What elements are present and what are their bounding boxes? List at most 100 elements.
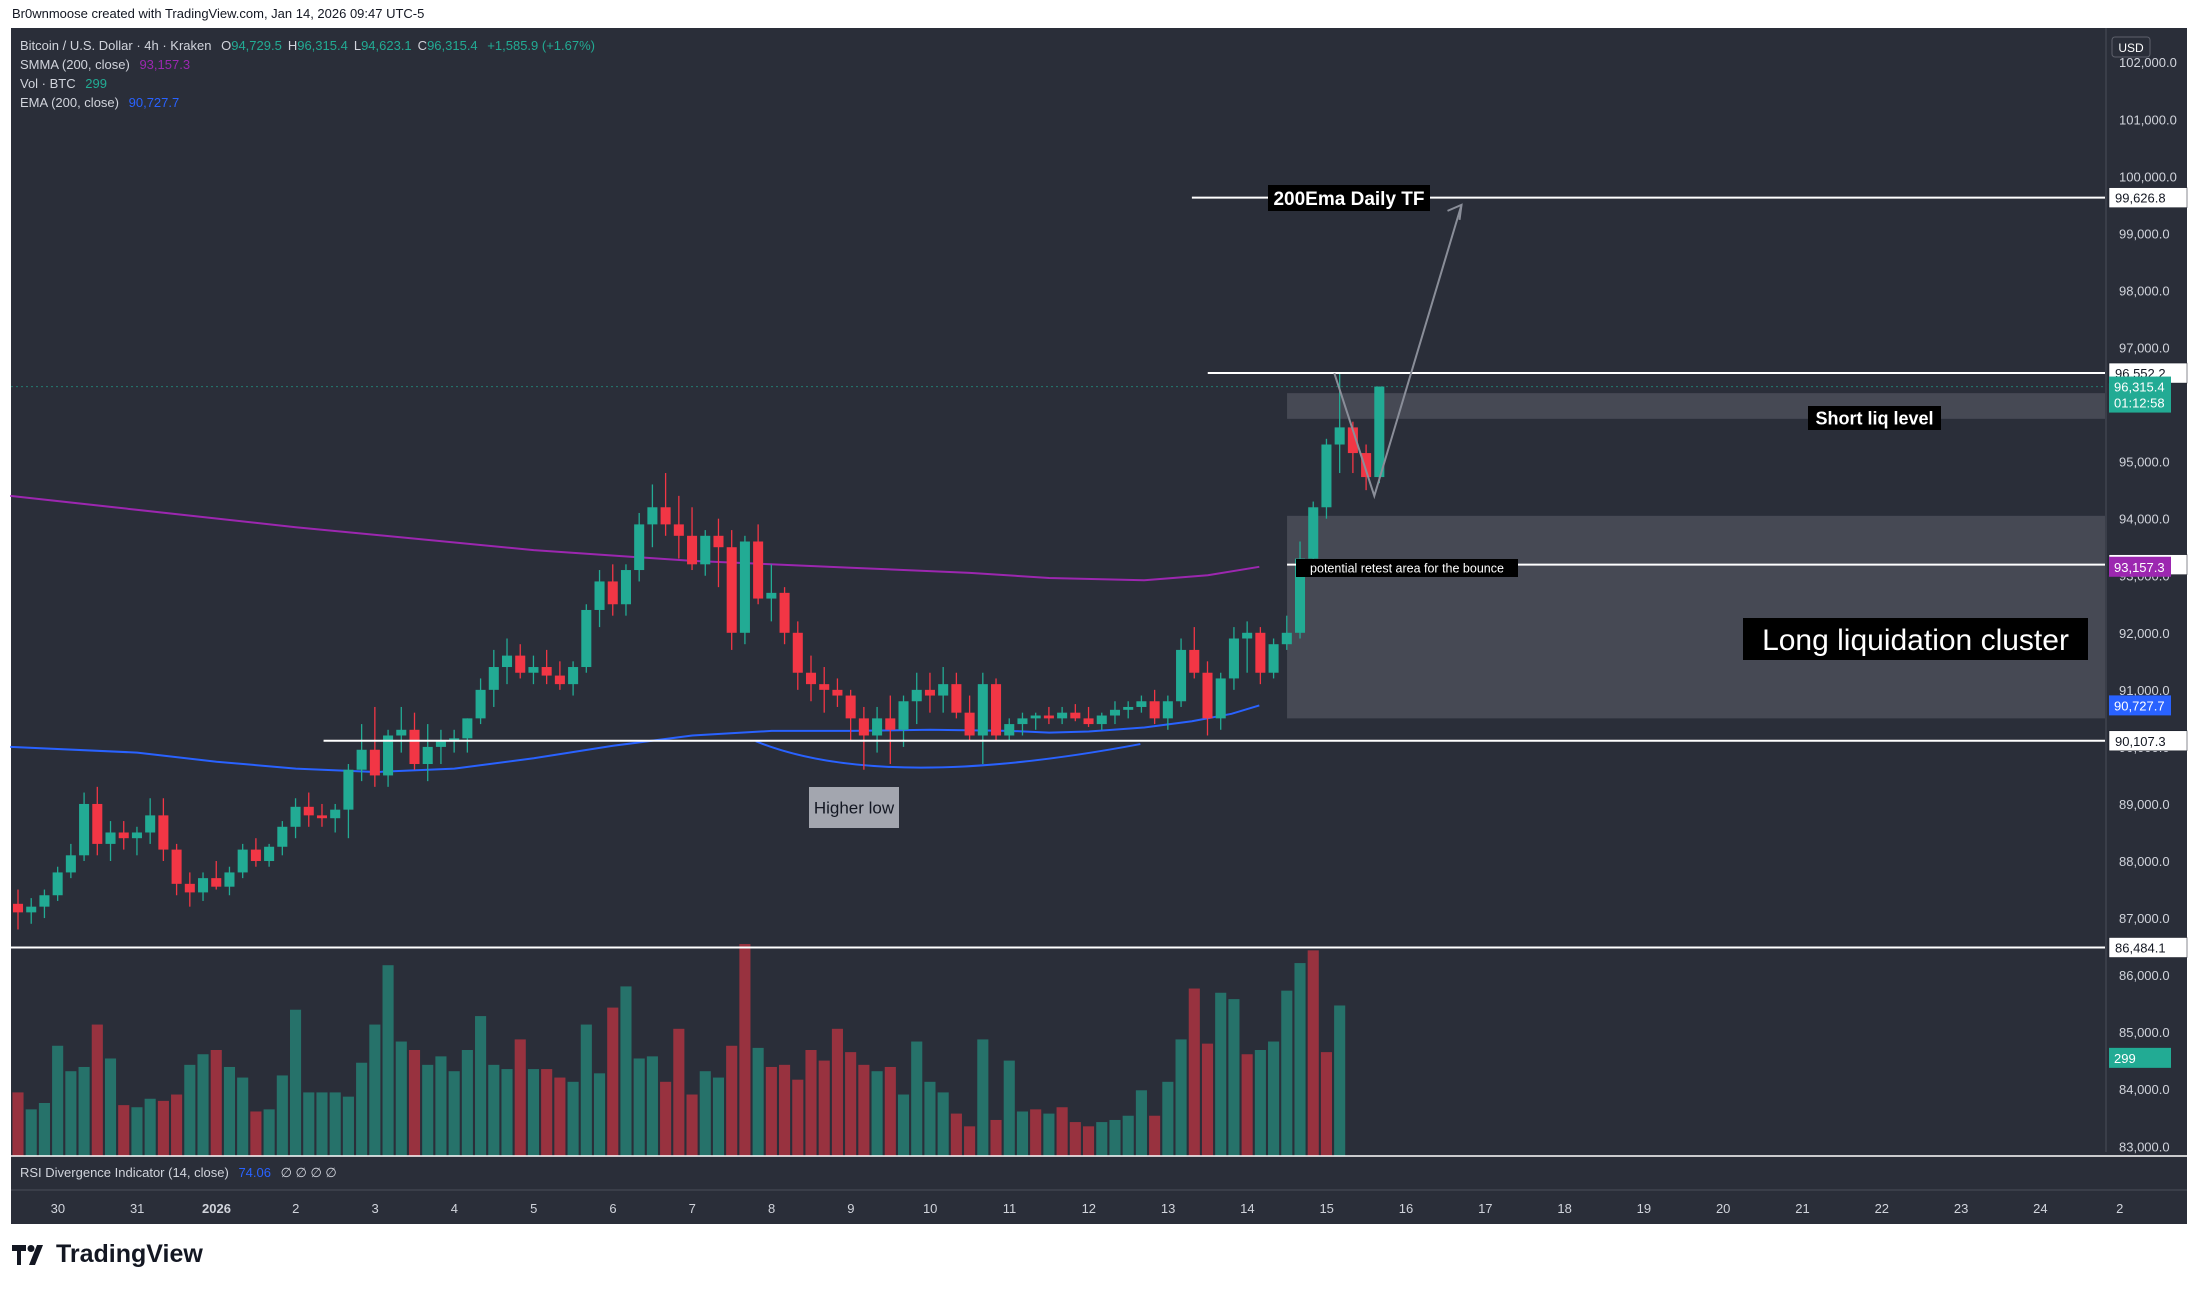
- candle-body: [422, 746, 433, 765]
- price-axis-bg: [2107, 28, 2187, 1224]
- candle-body: [26, 906, 37, 913]
- price-tick-label: 86,000.0: [2119, 968, 2170, 983]
- annotation-retest-box: [1296, 559, 1518, 577]
- candle-body: [1268, 644, 1279, 673]
- candle-body: [277, 826, 288, 847]
- volume-bar: [263, 1109, 275, 1156]
- price-tick-label: 88,000.0: [2119, 854, 2170, 869]
- liquidity-zone: [1287, 393, 2105, 419]
- volume-bar: [620, 986, 632, 1156]
- annotation-long-liquidation-box: [1743, 618, 2088, 660]
- candle-body: [290, 806, 301, 827]
- price-tick-label: 97,000.0: [2119, 341, 2170, 356]
- legend-volume-row[interactable]: Vol · BTC 299: [20, 76, 107, 91]
- tradingview-logo-text: TradingView: [56, 1240, 203, 1268]
- candle-body: [316, 815, 328, 819]
- volume-bar: [964, 1126, 976, 1156]
- volume-bar: [937, 1092, 949, 1156]
- volume-bar: [924, 1081, 936, 1156]
- candle-body: [1374, 386, 1385, 478]
- candle-body: [12, 903, 24, 913]
- volume-bar: [1228, 999, 1240, 1156]
- volume-bar: [673, 1028, 685, 1156]
- time-tick-label: 6: [609, 1201, 616, 1216]
- currency-box: [2111, 36, 2151, 58]
- volume-bar: [210, 1050, 222, 1156]
- volume-bar: [1149, 1115, 1161, 1156]
- time-tick-label: 2: [292, 1201, 299, 1216]
- price-tick-label: 87,000.0: [2119, 911, 2170, 926]
- legend-symbol-row: Bitcoin / U.S. Dollar · 4h · Kraken O94,…: [20, 38, 595, 53]
- price-tick-label: 84,000.0: [2119, 1082, 2170, 1097]
- level-price-badge: [2108, 730, 2188, 752]
- volume-bar: [223, 1066, 236, 1156]
- candle-body: [594, 581, 605, 610]
- volume-bar: [1056, 1107, 1068, 1156]
- candle-body: [1109, 709, 1121, 716]
- candle-body: [92, 803, 103, 844]
- candle-body: [1096, 715, 1107, 725]
- price-tick-label: 99,000.0: [2119, 226, 2170, 241]
- volume-bar: [977, 1039, 989, 1156]
- time-tick-label: 12: [1082, 1201, 1096, 1216]
- legend-smma-row[interactable]: SMMA (200, close) 93,157.3: [20, 57, 190, 72]
- price-tick-label: 83,000.0: [2119, 1139, 2170, 1154]
- price-tick-label: 89,000.0: [2119, 797, 2170, 812]
- volume-bar: [1069, 1122, 1081, 1156]
- time-tick-label: 14: [1240, 1201, 1254, 1216]
- volume-bar: [541, 1069, 553, 1156]
- volume-bar: [289, 1009, 302, 1156]
- volume-bar: [805, 1050, 817, 1156]
- legend-symbol[interactable]: Bitcoin / U.S. Dollar · 4h · Kraken: [20, 38, 212, 53]
- volume-bar: [858, 1064, 870, 1156]
- volume-bar: [567, 1081, 579, 1156]
- volume-bar: [422, 1064, 434, 1156]
- price-tick-label: 98,000.0: [2119, 283, 2170, 298]
- volume-bar: [12, 1092, 24, 1156]
- price-badge-label: 96,315.4: [2114, 380, 2165, 395]
- annotation-long-liquidation: Long liquidation cluster: [1762, 624, 2069, 657]
- volume-bar: [1188, 988, 1200, 1156]
- volume-bar: [1175, 1039, 1187, 1156]
- volume-bar: [1122, 1115, 1134, 1156]
- volume-bar: [871, 1071, 883, 1156]
- currency-label: USD: [2118, 41, 2144, 55]
- volume-bar: [408, 1050, 421, 1156]
- time-tick-label: 30: [51, 1201, 65, 1216]
- candle-body: [1189, 649, 1200, 673]
- time-tick-label: 8: [768, 1201, 775, 1216]
- volume-bar: [369, 1024, 381, 1156]
- time-tick-label: 21: [1795, 1201, 1809, 1216]
- volume-bar: [25, 1109, 37, 1156]
- time-tick-label: 10: [923, 1201, 937, 1216]
- legend-rsi-row[interactable]: RSI Divergence Indicator (14, close) 74.…: [20, 1165, 337, 1181]
- candle-body: [568, 667, 579, 685]
- legend-volume-value: 299: [85, 76, 107, 91]
- annotation-200ema-daily-box: [1268, 185, 1430, 211]
- legend-ema-row[interactable]: EMA (200, close) 90,727.7: [20, 95, 179, 110]
- legend-smma-label: SMMA (200, close): [20, 57, 130, 72]
- time-tick-label: 11: [1003, 1201, 1017, 1216]
- chart-credit: Br0wnmoose created with TradingView.com,…: [12, 6, 425, 21]
- volume-bar: [157, 1100, 169, 1156]
- candle-body: [581, 609, 592, 668]
- volume-bar: [607, 1007, 619, 1156]
- candle-body: [924, 689, 935, 696]
- volume-bar: [356, 1062, 368, 1156]
- price-badge-label: 90,727.7: [2114, 698, 2165, 713]
- volume-bar: [250, 1111, 262, 1156]
- volume-bar: [1254, 1050, 1266, 1156]
- time-tick-label: 7: [689, 1201, 696, 1216]
- candle-body: [449, 738, 460, 742]
- legend-ema-value: 90,727.7: [128, 95, 180, 110]
- candle-body: [515, 655, 526, 673]
- candle-body: [198, 878, 209, 893]
- price-tick-label: 94,000.0: [2119, 512, 2170, 527]
- tradingview-logo[interactable]: TradingView: [12, 1240, 203, 1269]
- annotation-200ema-daily: 200Ema Daily TF: [1273, 189, 1424, 210]
- annotation-higher-low-box: [809, 787, 899, 828]
- volume-bar: [435, 1056, 447, 1156]
- candle-body: [158, 815, 169, 850]
- candle-body: [501, 655, 513, 668]
